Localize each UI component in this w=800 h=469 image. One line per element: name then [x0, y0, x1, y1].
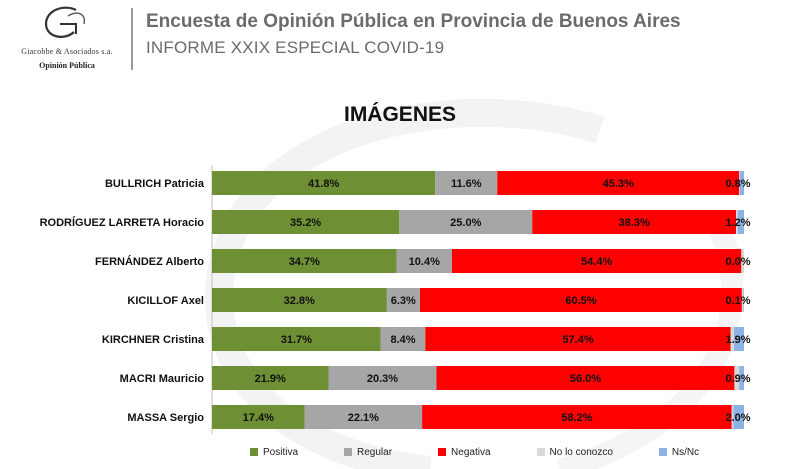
bar-segment-no-lo-conozco: [741, 288, 744, 312]
legend-label: Negativa: [451, 446, 491, 458]
value-label: 17.4%: [243, 412, 274, 424]
bar-segment-negativa: [451, 249, 742, 273]
company-name: Giacobbe & Asociados s.a.: [21, 47, 113, 56]
value-label: 60.5%: [565, 295, 596, 307]
chart-title: IMÁGENES: [343, 103, 456, 126]
bar-segment-negativa: [422, 405, 732, 429]
value-label: 58.2%: [561, 412, 592, 424]
bar-segment-regular: [380, 327, 426, 351]
legend-label: No lo conozco: [549, 446, 613, 458]
bar-segment-ns-nc: [739, 366, 744, 390]
legend-swatch: [658, 448, 667, 456]
legend-label: Regular: [357, 446, 393, 458]
value-label: 21.9%: [255, 373, 286, 385]
category-label: KIRCHNER Cristina: [102, 334, 205, 346]
bar-segment-negativa: [425, 327, 731, 351]
header-divider: [131, 8, 133, 70]
bar-segment-positiva: [212, 249, 397, 273]
value-label: 0.1%: [725, 295, 750, 307]
legend-item: Ns/Nc: [658, 445, 700, 459]
category-label: RODRÍGUEZ LARRETA Horacio: [40, 216, 205, 229]
bar-segment-negativa: [420, 288, 742, 312]
bar-segment-ns-nc: [737, 210, 744, 234]
bar-segment-positiva: [212, 288, 387, 312]
legend-swatch: [536, 448, 545, 456]
bar-segment-ns-nc: [733, 405, 744, 429]
bar-segment-no-lo-conozco: [731, 405, 734, 429]
value-label: 6.3%: [391, 295, 416, 307]
report-subtitle: INFORME XXIX ESPECIAL COVID-19: [146, 38, 445, 57]
bar-segment-no-lo-conozco: [734, 366, 740, 390]
bar-segment-ns-nc: [739, 171, 744, 195]
category-label: FERNÁNDEZ Alberto: [95, 255, 204, 268]
value-label: 20.3%: [367, 373, 398, 385]
legend-item: No lo conozco: [536, 445, 613, 459]
legend-label: Ns/Nc: [671, 446, 700, 458]
value-label: 0.0%: [725, 256, 750, 268]
value-label: 8.4%: [390, 334, 415, 346]
bar-segment-regular: [386, 288, 421, 312]
value-label: 0.9%: [725, 373, 750, 385]
category-label: KICILLOF Axel: [127, 295, 204, 307]
bar-segment-regular: [435, 171, 498, 195]
bar-segment-positiva: [212, 210, 400, 234]
legend-swatch: [250, 448, 258, 456]
report-title: Encuesta de Opinión Pública en Provincia…: [146, 11, 681, 32]
bar-segment-ns-nc: [743, 288, 744, 312]
company-subtitle: Opinión Pública: [39, 61, 95, 70]
logo-mark-icon: [44, 6, 85, 38]
legend-swatch: [344, 448, 353, 456]
value-label: 0.8%: [725, 178, 750, 190]
value-label: 22.1%: [348, 412, 379, 424]
bar-segment-negativa: [532, 210, 737, 234]
value-label: 25.0%: [450, 217, 481, 229]
category-label: MACRI Mauricio: [120, 373, 205, 385]
bar-segment-positiva: [212, 327, 381, 351]
value-label: 38.3%: [619, 217, 650, 229]
value-label: 11.6%: [451, 178, 482, 190]
legend-label: Positiva: [263, 446, 299, 458]
bar-segment-ns-nc: [733, 327, 744, 351]
bar-segment-regular: [328, 366, 437, 390]
value-label: 2.0%: [725, 412, 750, 424]
bar-segment-no-lo-conozco: [736, 210, 738, 234]
legend-item: Positiva: [250, 445, 298, 459]
legend-swatch: [438, 448, 447, 456]
bar-segment-regular: [396, 249, 452, 273]
value-label: 45.3%: [603, 178, 634, 190]
value-label: 32.8%: [284, 295, 315, 307]
value-label: 35.2%: [290, 217, 321, 229]
bar-segment-negativa: [497, 171, 740, 195]
value-label: 31.7%: [281, 334, 312, 346]
value-label: 34.7%: [289, 256, 320, 268]
category-label: MASSA Sergio: [127, 412, 204, 424]
bar-segment-positiva: [212, 171, 436, 195]
chart-legend: Positiva Regular Negativa No lo conozco Ns/N…: [250, 445, 699, 459]
bar-segment-no-lo-conozco: [730, 327, 734, 351]
bar-segment-negativa: [436, 366, 735, 390]
bar-segment-no-lo-conozco: [739, 171, 740, 195]
legend-item: Regular: [344, 445, 392, 459]
bar-segment-no-lo-conozco: [741, 249, 744, 273]
value-label: 41.8%: [308, 178, 339, 190]
category-label: BULLRICH Patricia: [105, 178, 205, 190]
company-logo: Giacobbe & Asociados s.a. Opinión Públic…: [8, 4, 126, 76]
value-label: 10.4%: [409, 256, 440, 268]
bar-segment-positiva: [212, 366, 329, 390]
bar-segment-regular: [304, 405, 423, 429]
value-label: 56.0%: [570, 373, 601, 385]
value-label: 1.9%: [725, 334, 750, 346]
legend-item: Negativa: [438, 445, 491, 459]
value-label: 1.2%: [725, 217, 750, 229]
bar-segment-regular: [399, 210, 533, 234]
bar-segment-positiva: [212, 405, 305, 429]
value-label: 54.4%: [581, 256, 612, 268]
value-label: 57.4%: [562, 334, 593, 346]
